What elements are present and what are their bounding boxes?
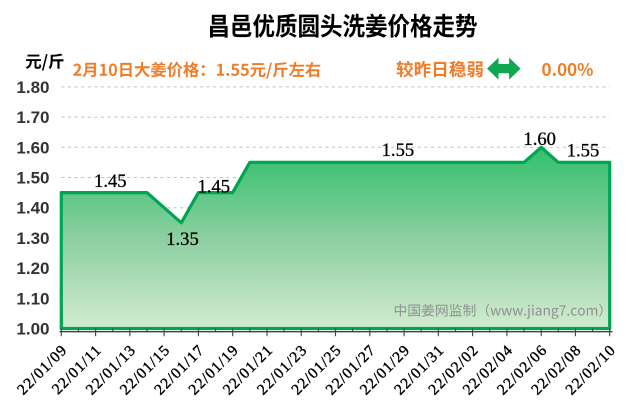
svg-text:1.80: 1.80: [16, 78, 49, 97]
svg-text:1.70: 1.70: [16, 108, 49, 127]
svg-text:1.60: 1.60: [16, 138, 49, 157]
svg-text:1.20: 1.20: [16, 259, 49, 278]
svg-text:1.60: 1.60: [523, 129, 556, 150]
svg-text:1.35: 1.35: [166, 229, 199, 250]
svg-text:1.45: 1.45: [94, 171, 127, 192]
svg-text:1.30: 1.30: [16, 229, 49, 248]
svg-text:1.55: 1.55: [382, 140, 415, 161]
svg-text:1.40: 1.40: [16, 199, 49, 218]
svg-text:1.10: 1.10: [16, 289, 49, 308]
svg-text:1.50: 1.50: [16, 169, 49, 188]
svg-text:1.45: 1.45: [198, 177, 231, 198]
svg-text:1.55: 1.55: [567, 141, 600, 162]
svg-text:1.00: 1.00: [16, 320, 49, 339]
